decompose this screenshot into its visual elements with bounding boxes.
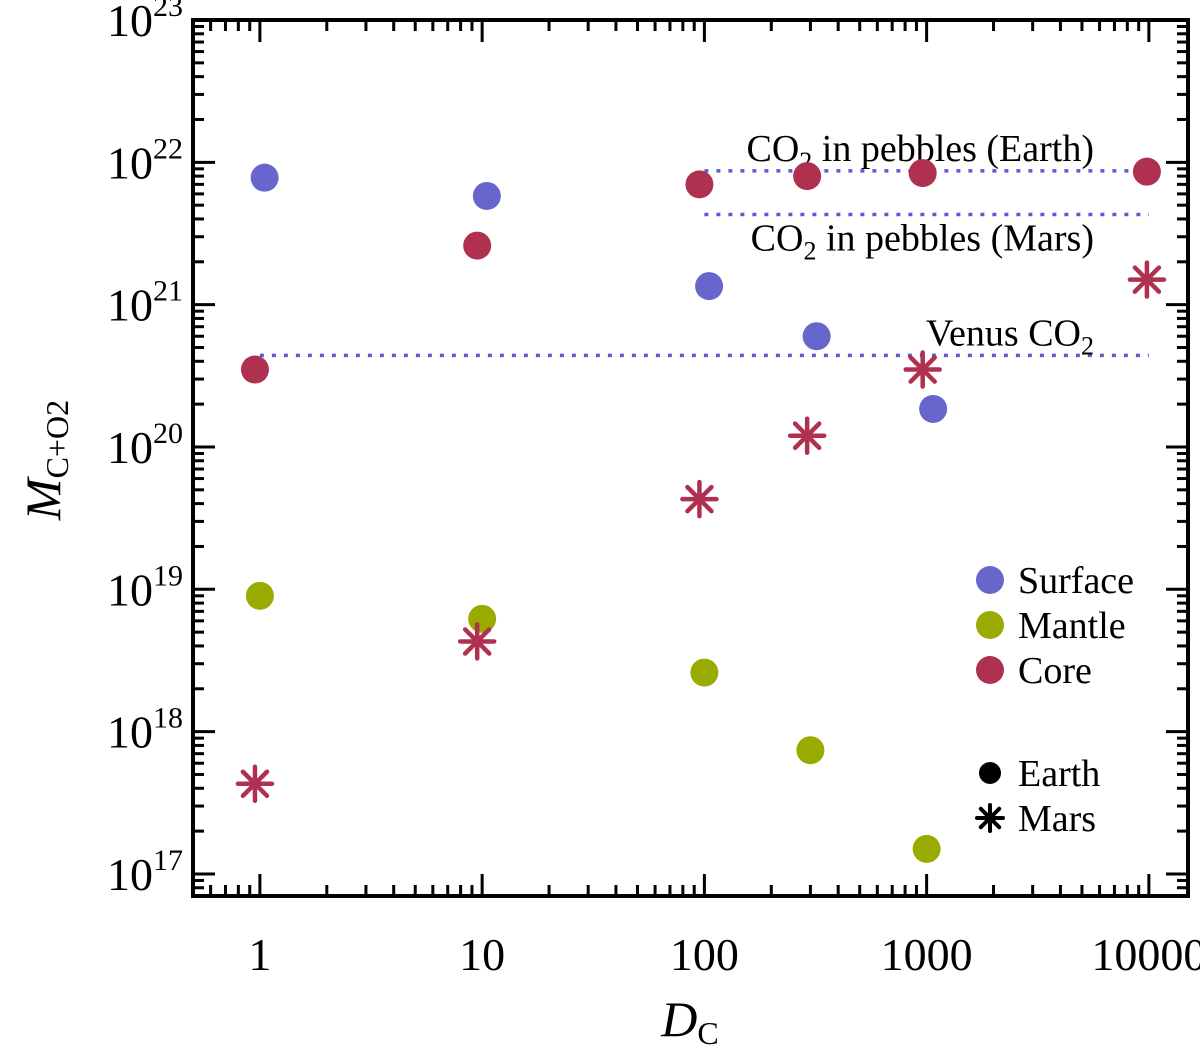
x-tick-label: 10	[459, 929, 505, 980]
core-earth-point	[1132, 157, 1161, 186]
reference-lines	[259, 169, 1149, 358]
core-earth-point	[793, 162, 822, 191]
y-tick-labels: 1017 1018 1019 1020 1021 1022 1023	[107, 0, 183, 900]
legend-label: Surface	[1018, 560, 1134, 602]
mantle-earth-point	[796, 736, 825, 765]
legend-marker-mars	[975, 803, 1005, 833]
reference-label: CO2 in pebbles (Mars)	[751, 217, 1094, 265]
surface-earth-point	[472, 181, 501, 210]
core-mars-point	[457, 622, 497, 661]
x-tick-label: 1	[248, 929, 271, 980]
core-earth-point	[240, 355, 269, 384]
y-tick-label: 1022	[107, 132, 183, 188]
x-tick-label: 10000	[1091, 929, 1200, 980]
surface-earth-point	[919, 394, 948, 423]
y-axis-title: MC+O2	[15, 400, 75, 521]
mantle-earth-point	[468, 604, 497, 633]
axis-ticks	[191, 18, 1188, 898]
y-tick-label: 1021	[107, 275, 183, 331]
legend-label: Mantle	[1018, 605, 1126, 647]
x-tick-label: 1000	[881, 929, 973, 980]
plot-frame	[191, 18, 1190, 898]
legend-label: Earth	[1018, 753, 1100, 795]
x-tick-labels: 1 10 100 1000 10000	[248, 929, 1200, 980]
legend-label: Mars	[1018, 798, 1096, 840]
core-earth-point	[908, 159, 937, 188]
mantle-earth-point	[245, 581, 274, 610]
mantle-earth-point	[690, 658, 719, 687]
core-earth-point	[685, 170, 714, 199]
y-tick-label: 1023	[107, 0, 183, 46]
y-tick-label: 1017	[107, 844, 183, 900]
y-tick-label: 1018	[107, 702, 183, 758]
core-mars-point	[1127, 260, 1167, 299]
legend-marker-earth	[979, 762, 1001, 784]
y-tick-label: 1019	[107, 559, 183, 615]
surface-earth-point	[250, 163, 279, 192]
legend-marker-mantle	[976, 611, 1004, 639]
data-points	[235, 157, 1167, 863]
plot-border	[191, 18, 1190, 898]
core-mars-point	[235, 764, 275, 804]
core-mars-point	[787, 416, 827, 455]
core-earth-point	[463, 231, 492, 260]
legend-marker-surface	[976, 566, 1004, 594]
legend-label: Core	[1018, 650, 1092, 692]
x-tick-label: 100	[670, 929, 739, 980]
x-axis-title: DC	[660, 991, 718, 1048]
core-mars-point	[903, 350, 942, 389]
legend-marker-core	[976, 656, 1004, 684]
y-tick-label: 1020	[107, 417, 183, 473]
core-mars-point	[680, 479, 719, 519]
surface-earth-point	[695, 272, 724, 301]
mantle-earth-point	[912, 834, 941, 863]
surface-earth-point	[802, 322, 831, 351]
reference-label: Venus CO2	[926, 312, 1094, 360]
